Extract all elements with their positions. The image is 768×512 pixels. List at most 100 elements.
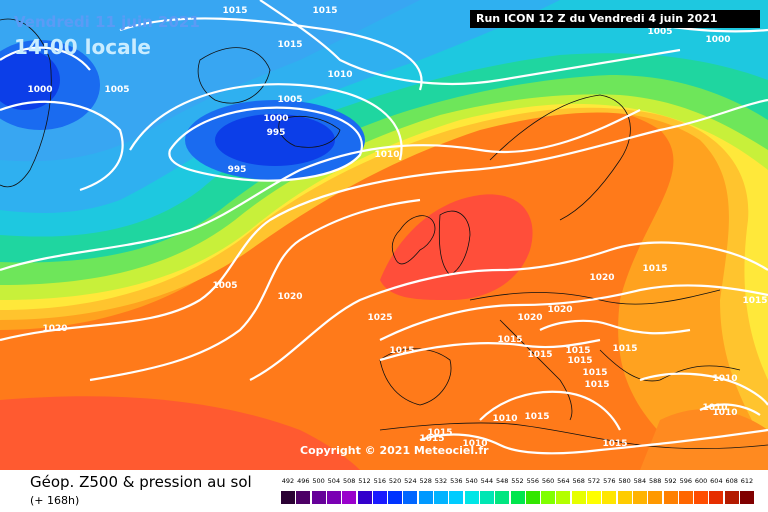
isobar-label: 1005 (647, 27, 672, 37)
legend-swatch (587, 491, 601, 504)
legend-swatch (326, 491, 341, 504)
isobar-label: 1020 (42, 324, 67, 334)
legend-tick-label: 592 (664, 477, 677, 485)
legend-swatch (510, 491, 525, 504)
legend-tick-label: 544 (480, 477, 494, 485)
legend-swatch (571, 491, 586, 504)
legend-tick-label: 608 (725, 477, 738, 485)
legend-swatch (694, 491, 709, 504)
legend-tick-label: 552 (511, 477, 524, 485)
legend-tick-label: 520 (388, 477, 402, 485)
legend-tick-label: 504 (327, 477, 341, 485)
isobar-label: 1000 (27, 85, 52, 95)
legend-tick-label: 540 (465, 477, 478, 485)
legend-swatch (449, 491, 464, 504)
isobar-label: 1025 (367, 313, 392, 323)
legend-swatch (709, 491, 724, 504)
legend-tick-label: 604 (710, 477, 723, 485)
forecast-time: 14:00 locale (14, 35, 151, 59)
isobar-label: 995 (267, 128, 286, 138)
legend-swatch (525, 491, 540, 504)
legend-tick-label: 548 (495, 477, 509, 485)
legend-swatch (372, 491, 387, 504)
legend-tick-label: 596 (679, 477, 692, 485)
legend-swatch (678, 491, 693, 504)
isobar-label: 1010 (702, 403, 727, 413)
isobar-label: 1015 (642, 264, 667, 274)
legend-tick-label: 576 (603, 477, 616, 485)
isobar-label: 1015 (565, 346, 590, 356)
isobar-label: 1010 (327, 70, 352, 80)
model-run-label: Run ICON 12 Z du Vendredi 4 juin 2021 (470, 10, 760, 28)
legend-swatch (740, 491, 754, 504)
isobar-label: 1010 (374, 150, 399, 160)
legend-tick-label: 572 (587, 477, 601, 485)
isobar-label: 1000 (705, 35, 730, 45)
legend-swatch (556, 491, 571, 504)
legend-tick-label: 492 (281, 477, 295, 485)
legend-swatch (418, 491, 433, 504)
isobar-label: 1015 (277, 40, 302, 50)
isobar-label: 1005 (277, 95, 302, 105)
isobars (0, 0, 768, 455)
legend-swatch (342, 491, 357, 504)
legend-swatch (602, 491, 617, 504)
legend-tick-label: 600 (694, 477, 708, 485)
legend-swatch (663, 491, 678, 504)
legend-swatch (464, 491, 479, 504)
legend-swatch (434, 491, 448, 504)
legend-tick-label: 612 (740, 477, 754, 485)
isobar-label: 995 (228, 165, 247, 175)
legend-swatch (296, 491, 311, 504)
legend-swatch (495, 491, 510, 504)
isobar-label: 1015 (389, 346, 414, 356)
legend-tick-label: 528 (419, 477, 432, 485)
coastlines (0, 18, 768, 450)
isobar-label: 1020 (277, 292, 302, 302)
legend-tick-label: 524 (404, 477, 417, 485)
legend-swatch (357, 491, 372, 504)
legend-swatch (479, 491, 494, 504)
legend-swatch (311, 491, 326, 504)
legend-tick-label: 532 (434, 477, 448, 485)
legend-tick-label: 588 (648, 477, 662, 485)
isobar-label: 1015 (427, 428, 452, 438)
isobar-label: 1005 (212, 281, 237, 291)
legend-tick-label: 564 (557, 477, 570, 485)
legend-swatch (281, 491, 295, 504)
isobar-label: 1020 (589, 273, 614, 283)
legend-tick-label: 560 (541, 477, 555, 485)
isobar-label: 1000 (263, 114, 288, 124)
isobar-label: 1015 (524, 412, 549, 422)
isobar-label: 1015 (582, 368, 607, 378)
legend-tick-label: 508 (342, 477, 356, 485)
legend-tick-label: 496 (297, 477, 310, 485)
isobar-label: 1015 (567, 356, 592, 366)
legend-swatch (648, 491, 663, 504)
isobar-label: 1015 (527, 350, 552, 360)
isobar-label: 1010 (712, 374, 737, 384)
isobar-label: 1005 (104, 85, 129, 95)
isobar-label: 1015 (222, 6, 247, 16)
isobar-label: 1015 (742, 296, 767, 306)
legend-swatch (617, 491, 632, 504)
isobar-label: 1015 (419, 434, 444, 444)
legend-tick-label: 568 (572, 477, 585, 485)
legend-tick-label: 580 (618, 477, 631, 485)
legend-tick-label: 556 (526, 477, 539, 485)
forecast-date: Vendredi 11 juin 2021 (14, 13, 200, 31)
legend-swatch (541, 491, 556, 504)
isobar-label: 1015 (497, 335, 522, 345)
legend-swatch (403, 491, 418, 504)
geopotential-shading (0, 0, 768, 470)
legend-tick-label: 512 (358, 477, 371, 485)
legend-swatch (388, 491, 403, 504)
legend-tick-label: 584 (633, 477, 647, 485)
isobar-label: 1015 (612, 344, 637, 354)
legend-swatch (724, 491, 739, 504)
isobar-label: 1015 (602, 439, 627, 449)
copyright-text: Copyright © 2021 Meteociel.fr (300, 444, 489, 457)
isobar-label: 1010 (712, 408, 737, 418)
